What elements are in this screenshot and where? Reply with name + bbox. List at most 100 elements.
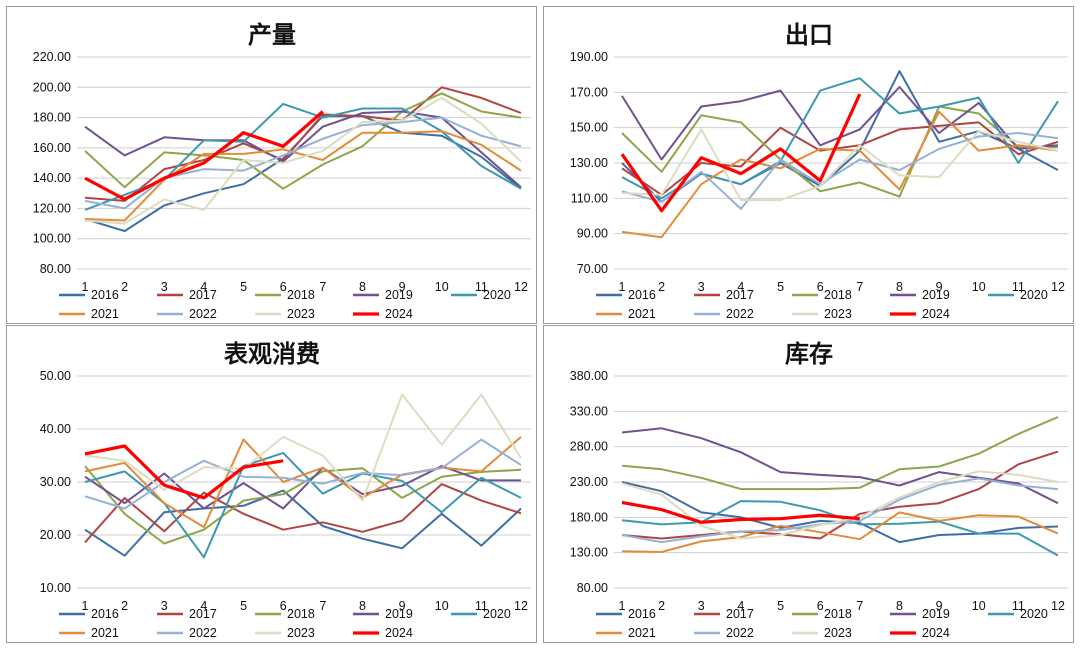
x-tick-label: 4 bbox=[737, 280, 744, 294]
x-tick-label: 5 bbox=[777, 280, 784, 294]
series-line-2016 bbox=[84, 489, 522, 557]
x-tick-label: 1 bbox=[619, 599, 626, 613]
y-tick-label: 90.00 bbox=[577, 227, 608, 241]
y-tick-label: 170.00 bbox=[570, 85, 608, 99]
x-tick-label: 3 bbox=[698, 599, 705, 613]
y-tick-label: 20.00 bbox=[40, 528, 71, 542]
x-tick-label: 4 bbox=[200, 599, 207, 613]
x-tick-label: 10 bbox=[435, 599, 449, 613]
legend-label-2021: 2021 bbox=[91, 307, 119, 321]
legend-label-2018: 2018 bbox=[824, 607, 852, 621]
x-tick-label: 8 bbox=[359, 599, 366, 613]
x-tick-label: 10 bbox=[972, 599, 986, 613]
chart-export: 出口 70.00 90.00 110.00 130.00 150.00 170.00 190.… bbox=[570, 21, 1068, 321]
y-tick-label: 180.00 bbox=[33, 111, 71, 125]
legend-label-2018: 2018 bbox=[287, 288, 315, 302]
series-line-2023 bbox=[621, 128, 1059, 202]
series-line-2022 bbox=[84, 438, 522, 510]
y-tick-label: 200.00 bbox=[33, 80, 71, 94]
x-tick-label: 7 bbox=[856, 280, 863, 294]
y-tick-label: 100.00 bbox=[33, 232, 71, 246]
x-tick-label: 2 bbox=[121, 280, 128, 294]
x-tick-label: 4 bbox=[200, 280, 207, 294]
series-line-2022 bbox=[621, 477, 1059, 544]
x-tick-label: 12 bbox=[1051, 280, 1065, 294]
legend-label-2017: 2017 bbox=[189, 607, 217, 621]
y-tick-label: 180.00 bbox=[570, 510, 608, 524]
legend: 2016 2017 2018 2019 2020 2021 2022 2023 2024 bbox=[596, 288, 1048, 321]
legend-label-2021: 2021 bbox=[91, 626, 119, 640]
series-line-2022 bbox=[621, 132, 1059, 210]
x-tick-label: 9 bbox=[936, 599, 943, 613]
x-tick-label: 6 bbox=[817, 280, 824, 294]
legend-label-2017: 2017 bbox=[726, 288, 754, 302]
x-tick-label: 7 bbox=[319, 599, 326, 613]
gridlines bbox=[77, 56, 531, 270]
x-tick-label: 12 bbox=[514, 280, 528, 294]
legend: 2016 2017 2018 2019 2020 2021 2022 2023 2024 bbox=[59, 607, 511, 640]
legend-label-2021: 2021 bbox=[628, 307, 656, 321]
legend-label-2024: 2024 bbox=[385, 307, 413, 321]
x-tick-label: 11 bbox=[475, 280, 488, 294]
x-tick-label: 10 bbox=[435, 280, 449, 294]
x-tick-label: 8 bbox=[896, 280, 903, 294]
x-tick-label: 1 bbox=[82, 280, 89, 294]
legend-label-2022: 2022 bbox=[189, 626, 217, 640]
legend-label-2023: 2023 bbox=[824, 307, 852, 321]
series-line-2021 bbox=[621, 110, 1059, 239]
legend-label-2019: 2019 bbox=[385, 607, 413, 621]
series-line-2021 bbox=[84, 130, 522, 222]
y-tick-label: 280.00 bbox=[570, 440, 608, 454]
x-tick-label: 6 bbox=[280, 599, 287, 613]
legend-label-2020: 2020 bbox=[1020, 288, 1048, 302]
series-line-2024 bbox=[84, 444, 284, 500]
series-line-2018 bbox=[621, 105, 1058, 198]
y-tick-label: 70.00 bbox=[577, 262, 608, 276]
x-tick-label: 2 bbox=[658, 280, 665, 294]
x-tick-label: 2 bbox=[121, 599, 128, 613]
chart-production: 产量 80.00 100.00 120.00 140.00 160.00 180.00 200… bbox=[33, 21, 531, 321]
y-tick-label: 80.00 bbox=[577, 581, 608, 595]
y-tick-label: 120.00 bbox=[33, 201, 71, 215]
legend-label-2021: 2021 bbox=[628, 626, 656, 640]
legend-label-2022: 2022 bbox=[189, 307, 217, 321]
legend: 2016 2017 2018 2019 2020 2021 2022 2023 2024 bbox=[59, 288, 511, 321]
legend-label-2019: 2019 bbox=[922, 288, 950, 302]
panel-inventory: 库存 80.00 130.00 180.00 230.00 280.00 330.00 380… bbox=[543, 325, 1074, 643]
x-tick-label: 3 bbox=[161, 599, 168, 613]
series-line-2020 bbox=[621, 500, 1059, 557]
legend-label-2022: 2022 bbox=[726, 307, 754, 321]
series-line-2017 bbox=[84, 86, 522, 202]
series-line-2024 bbox=[621, 500, 860, 524]
legend-label-2023: 2023 bbox=[287, 626, 315, 640]
series-line-2023 bbox=[84, 96, 522, 225]
chart-title: 表观消费 bbox=[224, 340, 320, 368]
legend-label-2023: 2023 bbox=[824, 626, 852, 640]
x-tick-label: 7 bbox=[319, 280, 326, 294]
panel-apparent-consumption: 表观消费 10.00 20.00 30.00 40.00 50.00 1 2 3 4 5 6 7 8 9 10… bbox=[6, 325, 537, 643]
legend-label-2016: 2016 bbox=[91, 607, 119, 621]
legend-label-2017: 2017 bbox=[189, 288, 217, 302]
y-tick-label: 380.00 bbox=[570, 369, 608, 383]
series-line-2024 bbox=[620, 93, 862, 213]
x-tick-label: 11 bbox=[475, 599, 488, 613]
series-line-2018 bbox=[621, 416, 1059, 491]
x-tick-label: 3 bbox=[698, 280, 705, 294]
y-tick-label: 50.00 bbox=[40, 369, 71, 383]
y-tick-label: 230.00 bbox=[570, 475, 608, 489]
legend-label-2017: 2017 bbox=[726, 607, 754, 621]
y-tick-label: 110.00 bbox=[571, 191, 608, 205]
y-tick-label: 330.00 bbox=[570, 404, 608, 418]
y-tick-label: 130.00 bbox=[570, 156, 608, 170]
x-tick-label: 6 bbox=[280, 280, 287, 294]
legend-label-2024: 2024 bbox=[385, 626, 413, 640]
series-line-2018 bbox=[84, 92, 522, 190]
legend-label-2018: 2018 bbox=[287, 607, 315, 621]
legend-label-2022: 2022 bbox=[726, 626, 754, 640]
legend-label-2020: 2020 bbox=[1020, 607, 1048, 621]
x-tick-label: 1 bbox=[619, 280, 626, 294]
legend-label-2016: 2016 bbox=[628, 288, 656, 302]
legend-label-2020: 2020 bbox=[483, 607, 511, 621]
series-line-2023 bbox=[84, 393, 522, 502]
